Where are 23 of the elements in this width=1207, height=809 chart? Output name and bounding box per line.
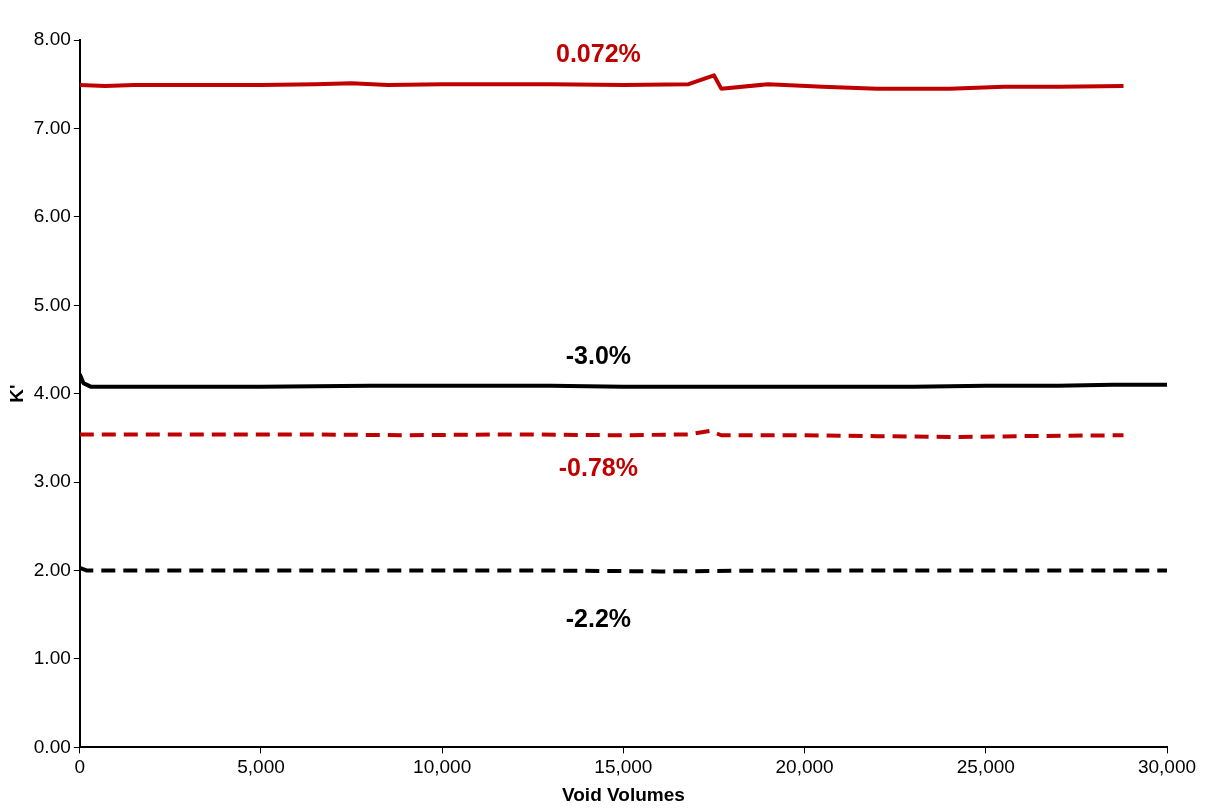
y-tick-label: 4.00 [33, 381, 71, 403]
x-tick-label: 15,000 [594, 756, 653, 778]
x-tick-label: 25,000 [956, 756, 1015, 778]
y-tick-label: 0.00 [33, 735, 71, 757]
annotation: -2.2% [565, 604, 632, 633]
annotation: -3.0% [565, 340, 632, 369]
y-axis-title: K' [5, 384, 27, 403]
annotation: -0.78% [558, 452, 638, 481]
y-tick-label: 3.00 [33, 470, 71, 492]
y-tick-label: 1.00 [33, 647, 71, 669]
x-tick-label: 20,000 [775, 756, 834, 778]
y-tick-label: 6.00 [33, 205, 71, 227]
y-tick-label: 7.00 [33, 116, 71, 138]
x-tick-label: 30,000 [1137, 756, 1197, 778]
x-tick-label: 0 [74, 756, 86, 778]
x-tick-label: 5,000 [237, 756, 285, 778]
line-series [79, 428, 1126, 440]
y-tick-label: 8.00 [33, 28, 71, 50]
x-axis-title: Void Volumes [561, 783, 685, 805]
y-tick-label: 5.00 [33, 293, 71, 315]
x-tick-label: 10,000 [413, 756, 472, 778]
annotation: 0.072% [555, 38, 641, 67]
y-tick-label: 2.00 [33, 558, 71, 580]
